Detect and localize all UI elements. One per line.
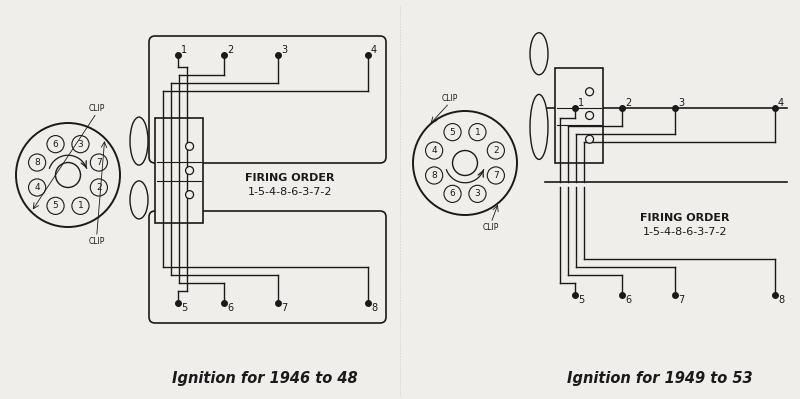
Ellipse shape [530, 95, 548, 159]
Text: 7: 7 [493, 171, 498, 180]
Circle shape [426, 142, 442, 159]
Text: 2: 2 [625, 98, 631, 108]
Text: 6: 6 [450, 190, 455, 198]
Text: 3: 3 [474, 190, 480, 198]
Text: 4: 4 [778, 98, 784, 108]
Text: 6: 6 [625, 295, 631, 305]
Circle shape [469, 124, 486, 141]
Text: Ignition for 1946 to 48: Ignition for 1946 to 48 [172, 371, 358, 385]
Text: 2: 2 [227, 45, 234, 55]
Text: 5: 5 [181, 303, 187, 313]
Circle shape [55, 162, 81, 188]
Text: 8: 8 [34, 158, 40, 167]
Text: 1: 1 [181, 45, 187, 55]
Ellipse shape [130, 181, 148, 219]
Text: 8: 8 [778, 295, 784, 305]
Ellipse shape [530, 33, 548, 75]
Text: 5: 5 [53, 201, 58, 210]
Circle shape [47, 136, 64, 153]
Circle shape [469, 185, 486, 202]
Circle shape [47, 197, 64, 214]
Circle shape [186, 166, 194, 174]
Text: 2: 2 [493, 146, 498, 155]
Circle shape [29, 179, 46, 196]
Circle shape [16, 123, 120, 227]
Text: FIRING ORDER: FIRING ORDER [246, 173, 334, 183]
Text: 1: 1 [474, 128, 480, 136]
Bar [155, 118, 203, 223]
Circle shape [586, 111, 594, 119]
Text: 7: 7 [678, 295, 684, 305]
Text: 3: 3 [678, 98, 684, 108]
Text: CLIP: CLIP [89, 237, 105, 246]
Text: Ignition for 1949 to 53: Ignition for 1949 to 53 [567, 371, 753, 385]
Circle shape [487, 142, 505, 159]
Text: 1-5-4-8-6-3-7-2: 1-5-4-8-6-3-7-2 [248, 187, 332, 197]
Circle shape [90, 179, 107, 196]
Circle shape [72, 197, 89, 214]
Circle shape [186, 191, 194, 199]
Text: 4: 4 [371, 45, 377, 55]
Text: 4: 4 [431, 146, 437, 155]
Text: FIRING ORDER: FIRING ORDER [640, 213, 730, 223]
Bar [555, 68, 603, 163]
Text: 3: 3 [78, 140, 83, 149]
Text: 1: 1 [578, 98, 584, 108]
Circle shape [453, 150, 478, 176]
Circle shape [586, 135, 594, 143]
Circle shape [72, 136, 89, 153]
Text: CLIP: CLIP [89, 104, 105, 113]
Text: 8: 8 [431, 171, 437, 180]
Text: 3: 3 [281, 45, 287, 55]
Text: 7: 7 [96, 158, 102, 167]
Text: 7: 7 [281, 303, 287, 313]
Text: 8: 8 [371, 303, 377, 313]
Circle shape [444, 185, 461, 202]
Text: 2: 2 [96, 183, 102, 192]
Text: CLIP: CLIP [442, 94, 458, 103]
Circle shape [487, 167, 505, 184]
Text: 6: 6 [227, 303, 233, 313]
Circle shape [186, 142, 194, 150]
Circle shape [413, 111, 517, 215]
Circle shape [586, 88, 594, 96]
Text: 5: 5 [578, 295, 584, 305]
Circle shape [426, 167, 442, 184]
Text: 4: 4 [34, 183, 40, 192]
Ellipse shape [130, 117, 148, 165]
Text: 5: 5 [450, 128, 455, 136]
Text: 6: 6 [53, 140, 58, 149]
Text: 1: 1 [78, 201, 83, 210]
Circle shape [29, 154, 46, 171]
Text: 1-5-4-8-6-3-7-2: 1-5-4-8-6-3-7-2 [642, 227, 727, 237]
Circle shape [90, 154, 107, 171]
Circle shape [444, 124, 461, 141]
Text: CLIP: CLIP [483, 223, 499, 232]
